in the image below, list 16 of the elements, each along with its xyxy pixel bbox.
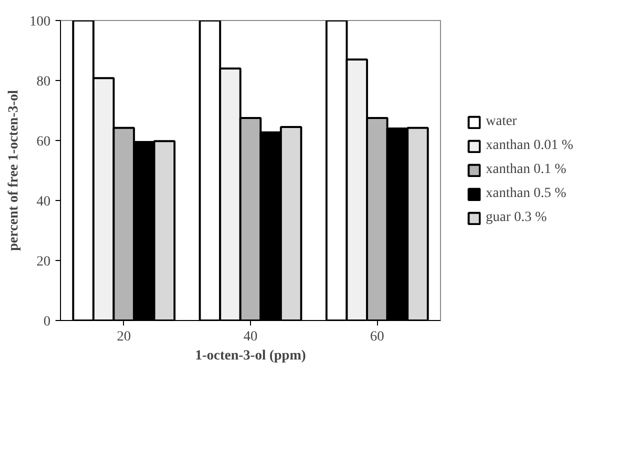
legend-label: xanthan 0.1 % xyxy=(486,162,566,178)
y-tick-label: 40 xyxy=(36,194,50,210)
legend-label: guar 0.3 % xyxy=(486,210,547,226)
y-axis-title: percent of free 1-octen-3-ol xyxy=(6,90,22,251)
y-tick-label: 20 xyxy=(36,254,50,270)
legend-label: xanthan 0.01 % xyxy=(486,138,574,154)
x-tick-label: 20 xyxy=(116,330,131,344)
y-tick-label: 100 xyxy=(30,14,50,30)
y-tick-label: 80 xyxy=(36,74,50,90)
y-tick-label: 0 xyxy=(44,314,50,330)
y-tick-label: 60 xyxy=(36,134,50,150)
x-tick-label: 60 xyxy=(370,330,384,344)
legend-label: water xyxy=(486,114,517,130)
x-tick-label: 40 xyxy=(244,330,258,344)
x-axis-title: 1-octen-3-ol (ppm) xyxy=(195,348,306,364)
legend-label: xanthan 0.5 % xyxy=(486,186,566,202)
